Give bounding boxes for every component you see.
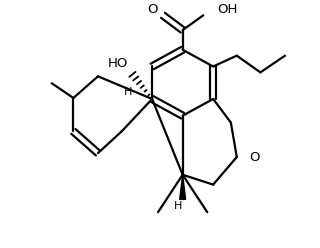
Text: HO: HO bbox=[108, 57, 129, 70]
Text: H: H bbox=[173, 201, 182, 211]
Text: H: H bbox=[124, 87, 133, 97]
Polygon shape bbox=[180, 175, 186, 199]
Text: OH: OH bbox=[217, 3, 237, 16]
Text: O: O bbox=[147, 3, 157, 16]
Text: O: O bbox=[250, 151, 260, 163]
